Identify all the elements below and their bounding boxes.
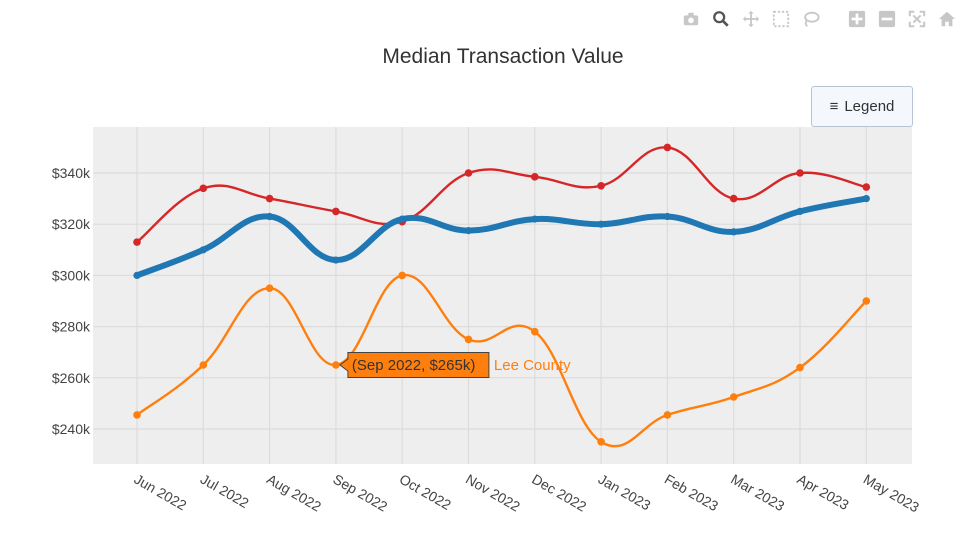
x-axis: Jun 2022 Jul 2022 Aug 2022 Sep 2022 Oct 2022… bbox=[132, 471, 923, 516]
data-point[interactable] bbox=[663, 143, 672, 152]
y-tick-label: $320k bbox=[52, 216, 91, 232]
series-layer bbox=[133, 143, 871, 448]
series-1 bbox=[133, 195, 870, 279]
camera-icon[interactable] bbox=[680, 8, 702, 30]
data-point[interactable] bbox=[332, 361, 340, 369]
y-axis: $240k $260k $280k $300k $320k $340k bbox=[52, 165, 91, 437]
data-point[interactable] bbox=[531, 215, 539, 223]
y-tick-label: $340k bbox=[52, 165, 91, 181]
data-point[interactable] bbox=[332, 256, 340, 264]
series-0 bbox=[133, 143, 871, 246]
data-point[interactable] bbox=[265, 194, 274, 203]
x-tick-label: Jun 2022 bbox=[132, 471, 190, 514]
chart-title: Median Transaction Value bbox=[382, 45, 623, 68]
data-point[interactable] bbox=[531, 173, 539, 181]
pan-icon[interactable] bbox=[740, 8, 762, 30]
x-tick-label: Jul 2022 bbox=[198, 471, 252, 511]
data-point[interactable] bbox=[597, 182, 605, 190]
autoscale-icon[interactable] bbox=[906, 8, 928, 30]
box-select-icon[interactable] bbox=[770, 8, 792, 30]
zoom-out-icon[interactable] bbox=[876, 8, 898, 30]
data-point[interactable] bbox=[597, 220, 605, 228]
data-point[interactable] bbox=[133, 238, 141, 246]
data-point[interactable] bbox=[663, 212, 672, 221]
data-point[interactable] bbox=[199, 246, 207, 254]
data-point[interactable] bbox=[398, 271, 407, 280]
plot-area[interactable] bbox=[93, 127, 912, 464]
x-tick-label: Jan 2023 bbox=[596, 471, 654, 514]
data-point[interactable] bbox=[796, 207, 804, 215]
y-tick-label: $300k bbox=[52, 267, 91, 283]
data-point[interactable] bbox=[531, 327, 539, 336]
series-line[interactable] bbox=[135, 146, 868, 244]
x-tick-label: May 2023 bbox=[861, 471, 922, 516]
data-point[interactable] bbox=[729, 393, 738, 401]
tooltip-series-name: Lee County bbox=[494, 357, 571, 374]
data-point[interactable] bbox=[862, 195, 870, 203]
data-point[interactable] bbox=[796, 169, 804, 177]
data-point[interactable] bbox=[332, 207, 340, 216]
x-tick-label: Apr 2023 bbox=[795, 471, 852, 513]
series-2 bbox=[133, 271, 871, 448]
data-point[interactable] bbox=[199, 184, 208, 193]
data-point[interactable] bbox=[862, 183, 871, 191]
y-tick-label: $240k bbox=[52, 421, 91, 437]
x-tick-label: Feb 2023 bbox=[662, 471, 721, 515]
legend-button-label: Legend bbox=[844, 98, 895, 115]
legend-button[interactable]: ≡ Legend bbox=[811, 86, 913, 127]
data-point[interactable] bbox=[730, 228, 738, 236]
lasso-icon[interactable] bbox=[800, 8, 822, 30]
data-point[interactable] bbox=[133, 411, 141, 419]
data-point[interactable] bbox=[862, 297, 871, 305]
tooltip-box bbox=[339, 352, 490, 378]
data-point[interactable] bbox=[199, 361, 208, 369]
hamburger-icon: ≡ bbox=[829, 98, 839, 115]
zoom-icon[interactable] bbox=[710, 8, 732, 30]
x-tick-label: Nov 2022 bbox=[463, 471, 523, 515]
x-tick-label: Mar 2023 bbox=[728, 471, 787, 515]
x-tick-label: Aug 2022 bbox=[264, 471, 324, 515]
x-tick-label: Dec 2022 bbox=[529, 471, 589, 515]
y-tick-label: $260k bbox=[52, 370, 91, 386]
data-point[interactable] bbox=[729, 194, 738, 203]
data-point[interactable] bbox=[266, 212, 274, 221]
data-point[interactable] bbox=[796, 363, 804, 372]
data-point[interactable] bbox=[663, 411, 672, 419]
zoom-in-icon[interactable] bbox=[846, 8, 868, 30]
home-icon[interactable] bbox=[936, 8, 958, 30]
modebar bbox=[680, 8, 958, 30]
data-point[interactable] bbox=[133, 271, 141, 279]
data-point[interactable] bbox=[398, 215, 406, 223]
data-point[interactable] bbox=[597, 438, 605, 446]
tooltip-value: (Sep 2022, $265k) bbox=[352, 357, 475, 374]
data-point[interactable] bbox=[464, 335, 473, 344]
hover-tooltip: (Sep 2022, $265k) Lee County bbox=[339, 352, 571, 378]
data-point[interactable] bbox=[464, 169, 473, 177]
data-point[interactable] bbox=[464, 227, 473, 235]
x-tick-label: Oct 2022 bbox=[397, 471, 454, 513]
x-tick-label: Sep 2022 bbox=[330, 471, 390, 515]
y-tick-label: $280k bbox=[52, 319, 91, 335]
data-point[interactable] bbox=[265, 284, 274, 293]
